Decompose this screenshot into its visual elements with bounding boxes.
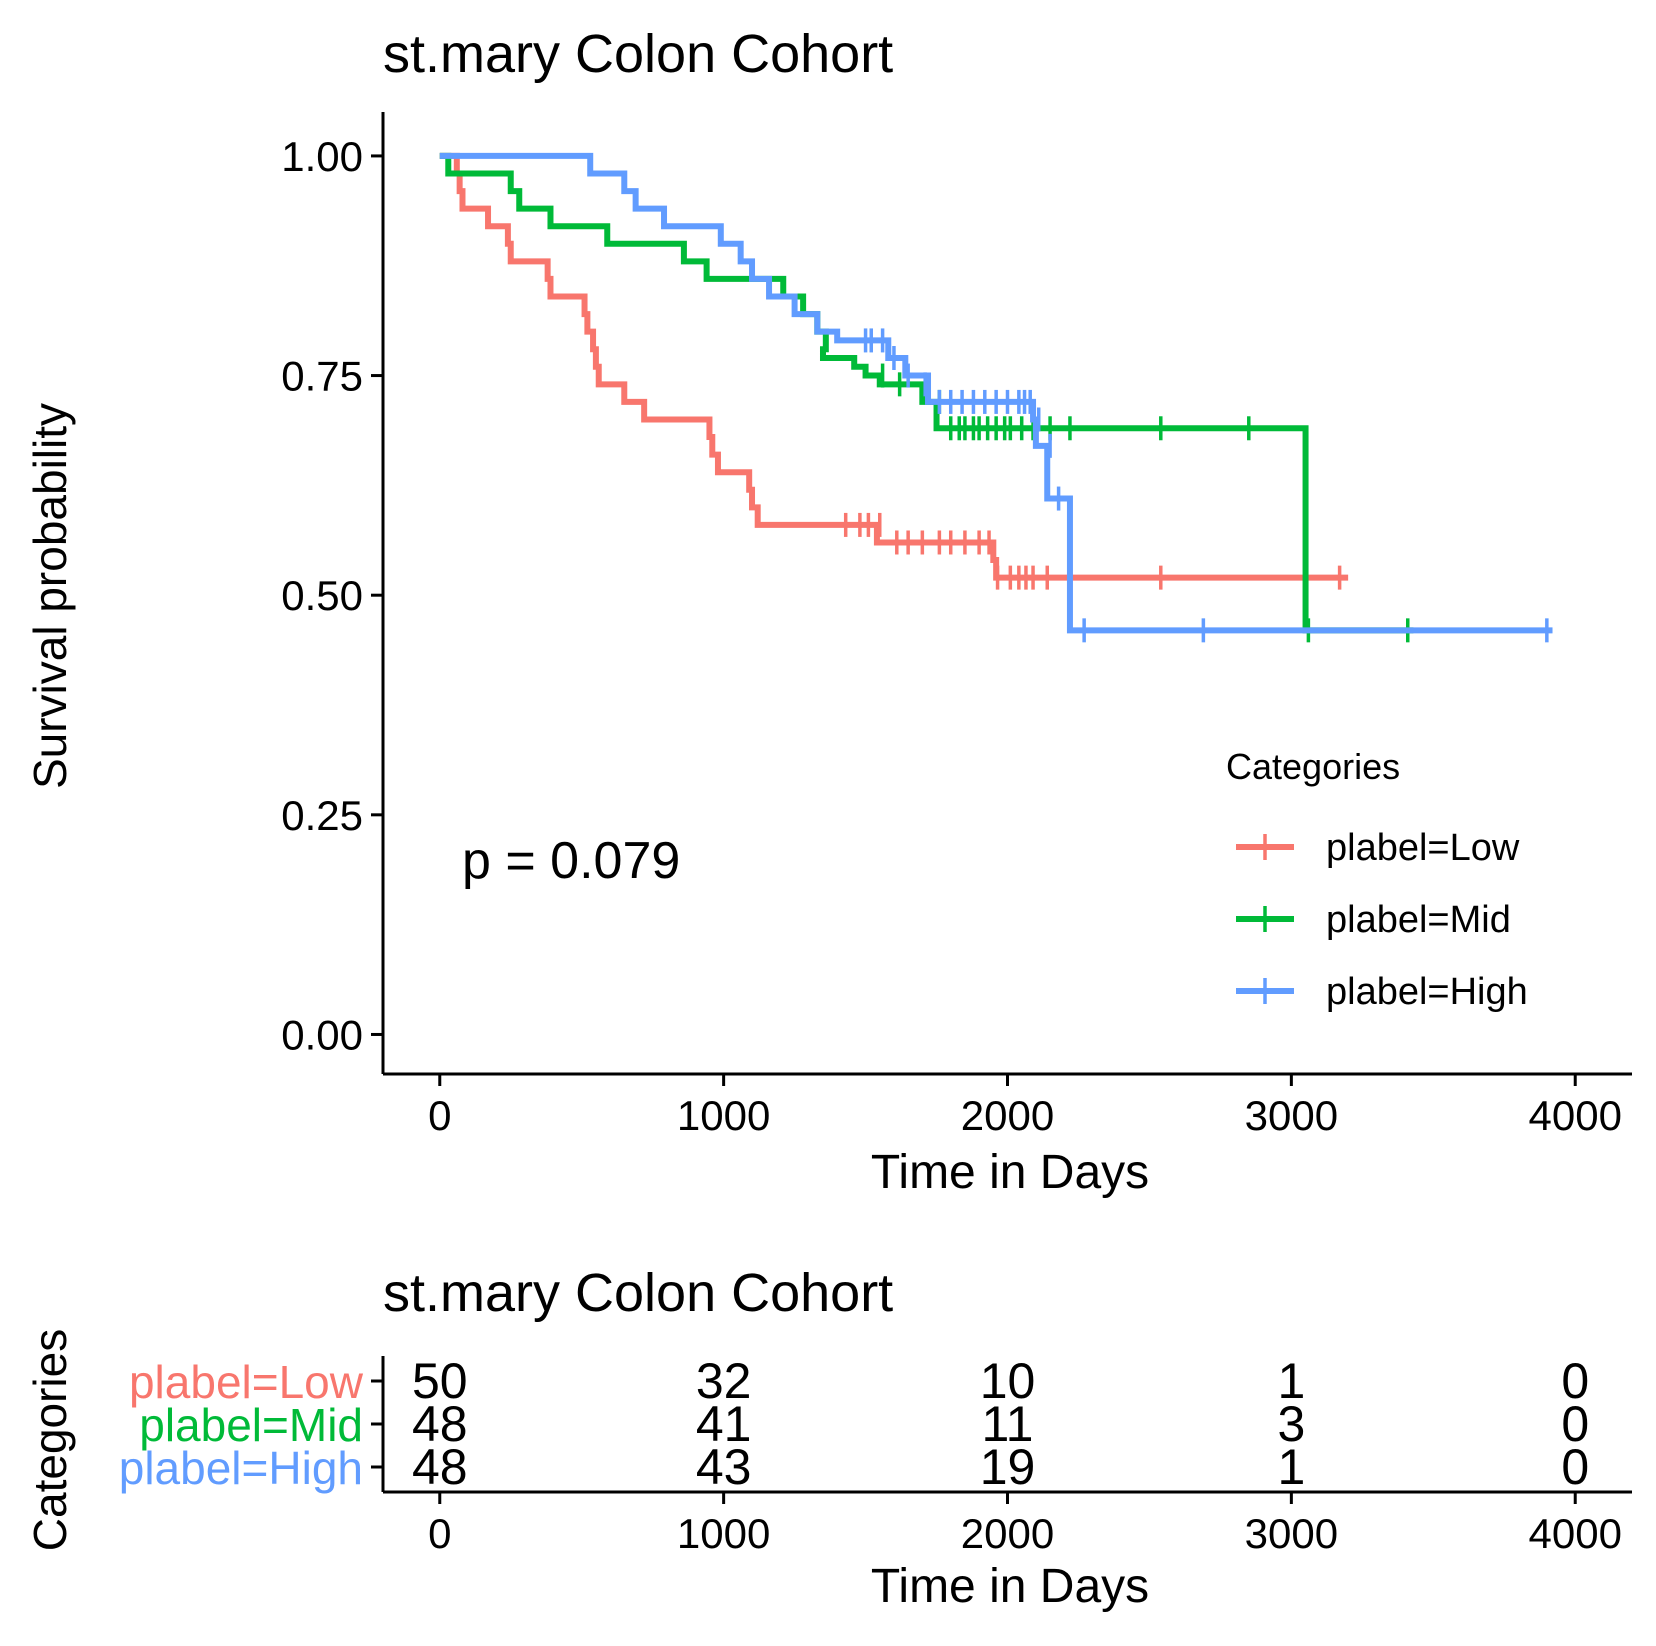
risk-count: 0: [1561, 1396, 1589, 1452]
risk-count: 1: [1277, 1439, 1305, 1495]
risk-count: 48: [412, 1396, 468, 1452]
survival-curve-low: [439, 152, 1349, 581]
risk-count: 19: [980, 1439, 1036, 1495]
censor-marks-high: [863, 328, 1549, 643]
km-legend: Categories plabel=Low plabel=Mid plabel=Hi…: [1226, 746, 1528, 1013]
risk-row-label: plabel=Mid: [139, 1399, 363, 1451]
x-tick-label: 4000: [1529, 1510, 1622, 1557]
y-tick-label: 1.00: [281, 133, 363, 180]
risk-count: 11: [982, 1396, 1034, 1452]
x-tick-label: 1000: [677, 1092, 770, 1139]
risk-table-x-axis: 0 1000 2000 3000 4000: [428, 1492, 1622, 1557]
risk-count: 50: [412, 1353, 468, 1409]
y-tick-label: 0.50: [281, 572, 363, 619]
risk-table-title: st.mary Colon Cohort: [383, 1263, 893, 1323]
risk-row-label: plabel=Low: [129, 1356, 364, 1408]
x-tick-label: 1000: [677, 1510, 770, 1557]
p-value-annotation: p = 0.079: [462, 832, 680, 890]
risk-row-high: plabel=High 48 43 19 1 0: [119, 1439, 1589, 1495]
x-tick-label: 0: [428, 1510, 451, 1557]
risk-count: 3: [1277, 1396, 1305, 1452]
risk-table-x-axis-label: Time in Days: [871, 1560, 1149, 1613]
legend-label: plabel=High: [1326, 971, 1528, 1013]
y-tick-label: 0.25: [281, 792, 363, 839]
x-tick-label: 3000: [1245, 1092, 1338, 1139]
y-tick-label: 0.75: [281, 353, 363, 400]
risk-row-label: plabel=High: [119, 1442, 363, 1494]
x-tick-label: 0: [428, 1092, 451, 1139]
risk-count: 48: [412, 1439, 468, 1495]
risk-row-mid: plabel=Mid 48 41 11 3 0: [139, 1396, 1589, 1452]
legend-label: plabel=Low: [1326, 827, 1520, 869]
km-x-axis-label: Time in Days: [871, 1146, 1149, 1199]
risk-count: 0: [1561, 1353, 1589, 1409]
y-tick-label: 0.00: [281, 1011, 363, 1058]
censor-marks-low: [843, 512, 1342, 590]
legend-title: Categories: [1226, 746, 1400, 787]
km-plot-title: st.mary Colon Cohort: [383, 24, 893, 84]
survival-curve-high: [439, 152, 1553, 634]
legend-item-low: plabel=Low: [1236, 827, 1520, 869]
x-tick-label: 4000: [1529, 1092, 1622, 1139]
risk-table-y-axis-label: Categories: [24, 1329, 76, 1551]
legend-label: plabel=Mid: [1326, 899, 1511, 941]
x-tick-label: 3000: [1245, 1510, 1338, 1557]
legend-item-mid: plabel=Mid: [1236, 899, 1511, 941]
x-tick-label: 2000: [961, 1510, 1054, 1557]
km-y-axis-label: Survival probability: [24, 403, 76, 789]
km-y-axis: 0.00 0.25 0.50 0.75 1.00: [281, 133, 383, 1058]
risk-count: 10: [980, 1353, 1036, 1409]
risk-row-low: plabel=Low 50 32 10 1 0: [129, 1353, 1589, 1409]
risk-count: 32: [696, 1353, 752, 1409]
km-x-axis: 0 1000 2000 3000 4000: [428, 1074, 1622, 1139]
risk-count: 0: [1561, 1439, 1589, 1495]
km-curves: [439, 152, 1553, 643]
risk-count: 43: [696, 1439, 752, 1495]
x-tick-label: 2000: [961, 1092, 1054, 1139]
legend-item-high: plabel=High: [1236, 971, 1528, 1013]
risk-count: 41: [696, 1396, 752, 1452]
risk-count: 1: [1277, 1353, 1305, 1409]
